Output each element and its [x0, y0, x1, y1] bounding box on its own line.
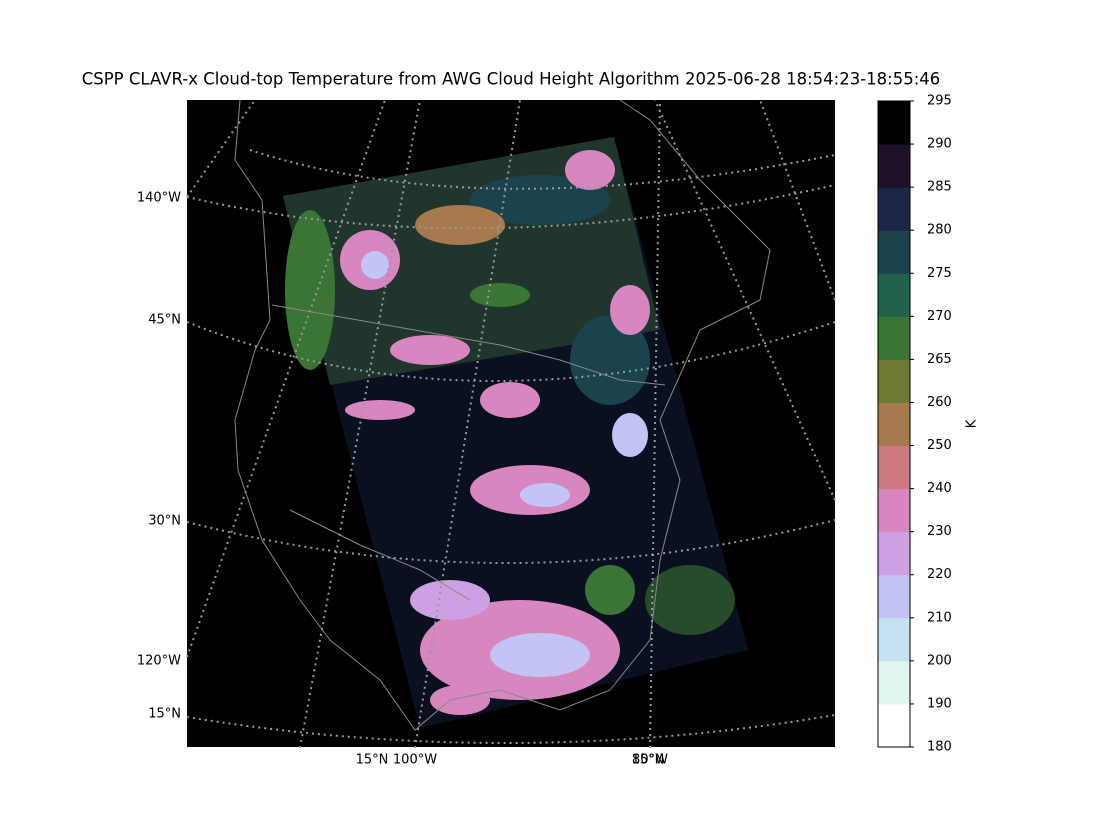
map-label: 140°W: [137, 191, 181, 206]
colorbar-segment: [878, 359, 910, 403]
colorbar-tick-label: 180: [927, 740, 952, 755]
colorbar-segment: [878, 660, 910, 705]
colorbar-segment: [878, 445, 910, 490]
map: [186, 99, 836, 749]
colorbar-tick-label: 295: [927, 94, 952, 109]
colorbar-tick-label: 220: [927, 567, 952, 582]
colorbar-tick-label: 275: [927, 266, 952, 281]
colorbar-segment: [878, 703, 910, 748]
colorbar-tick-label: 230: [927, 524, 952, 539]
colorbar-segment: [878, 531, 910, 576]
colorbar-tick-label: 290: [927, 137, 952, 152]
colorbar-segment: [878, 230, 910, 274]
colorbar-tick-label: 285: [927, 180, 952, 195]
colorbar-label: K: [965, 419, 980, 428]
title: CSPP CLAVR-x Cloud-top Temperature from …: [82, 70, 941, 89]
border: [271, 304, 666, 601]
map-label: 80°W: [632, 753, 668, 768]
colorbar-segment: [878, 316, 910, 360]
colorbar-tick-label: 270: [927, 309, 952, 324]
colorbar-frame: [877, 100, 911, 748]
colorbar-tick-label: 280: [927, 223, 952, 238]
coastline: [234, 99, 771, 731]
map-label: 120°W: [137, 654, 181, 669]
colorbar-segment: [878, 187, 910, 231]
map-label: 30°N: [148, 514, 181, 529]
graticule: [186, 99, 836, 749]
colorbar-tick-label: 265: [927, 352, 952, 367]
colorbar-segment: [878, 574, 910, 619]
map-label: 15°N: [632, 753, 665, 768]
colorbar-segment: [878, 101, 910, 145]
map-label: 100°W: [393, 753, 437, 768]
colorbar-tick-label: 200: [927, 653, 952, 668]
map-label: 45°N: [148, 313, 181, 328]
colorbar-segment: [878, 402, 910, 447]
colorbar-segment: [878, 144, 910, 188]
swath: [283, 137, 748, 728]
map-label: 15°N: [356, 753, 389, 768]
colorbar-tick-label: 260: [927, 395, 952, 410]
colorbar-segment: [878, 617, 910, 662]
colorbar-segment: [878, 273, 910, 317]
map-label: 15°N: [148, 707, 181, 722]
colorbar-tick-label: 240: [927, 481, 952, 496]
colorbar-tick-label: 250: [927, 438, 952, 453]
colorbar-tick-label: 190: [927, 696, 952, 711]
colorbar-tick-label: 210: [927, 610, 952, 625]
colorbar-segment: [878, 488, 910, 533]
